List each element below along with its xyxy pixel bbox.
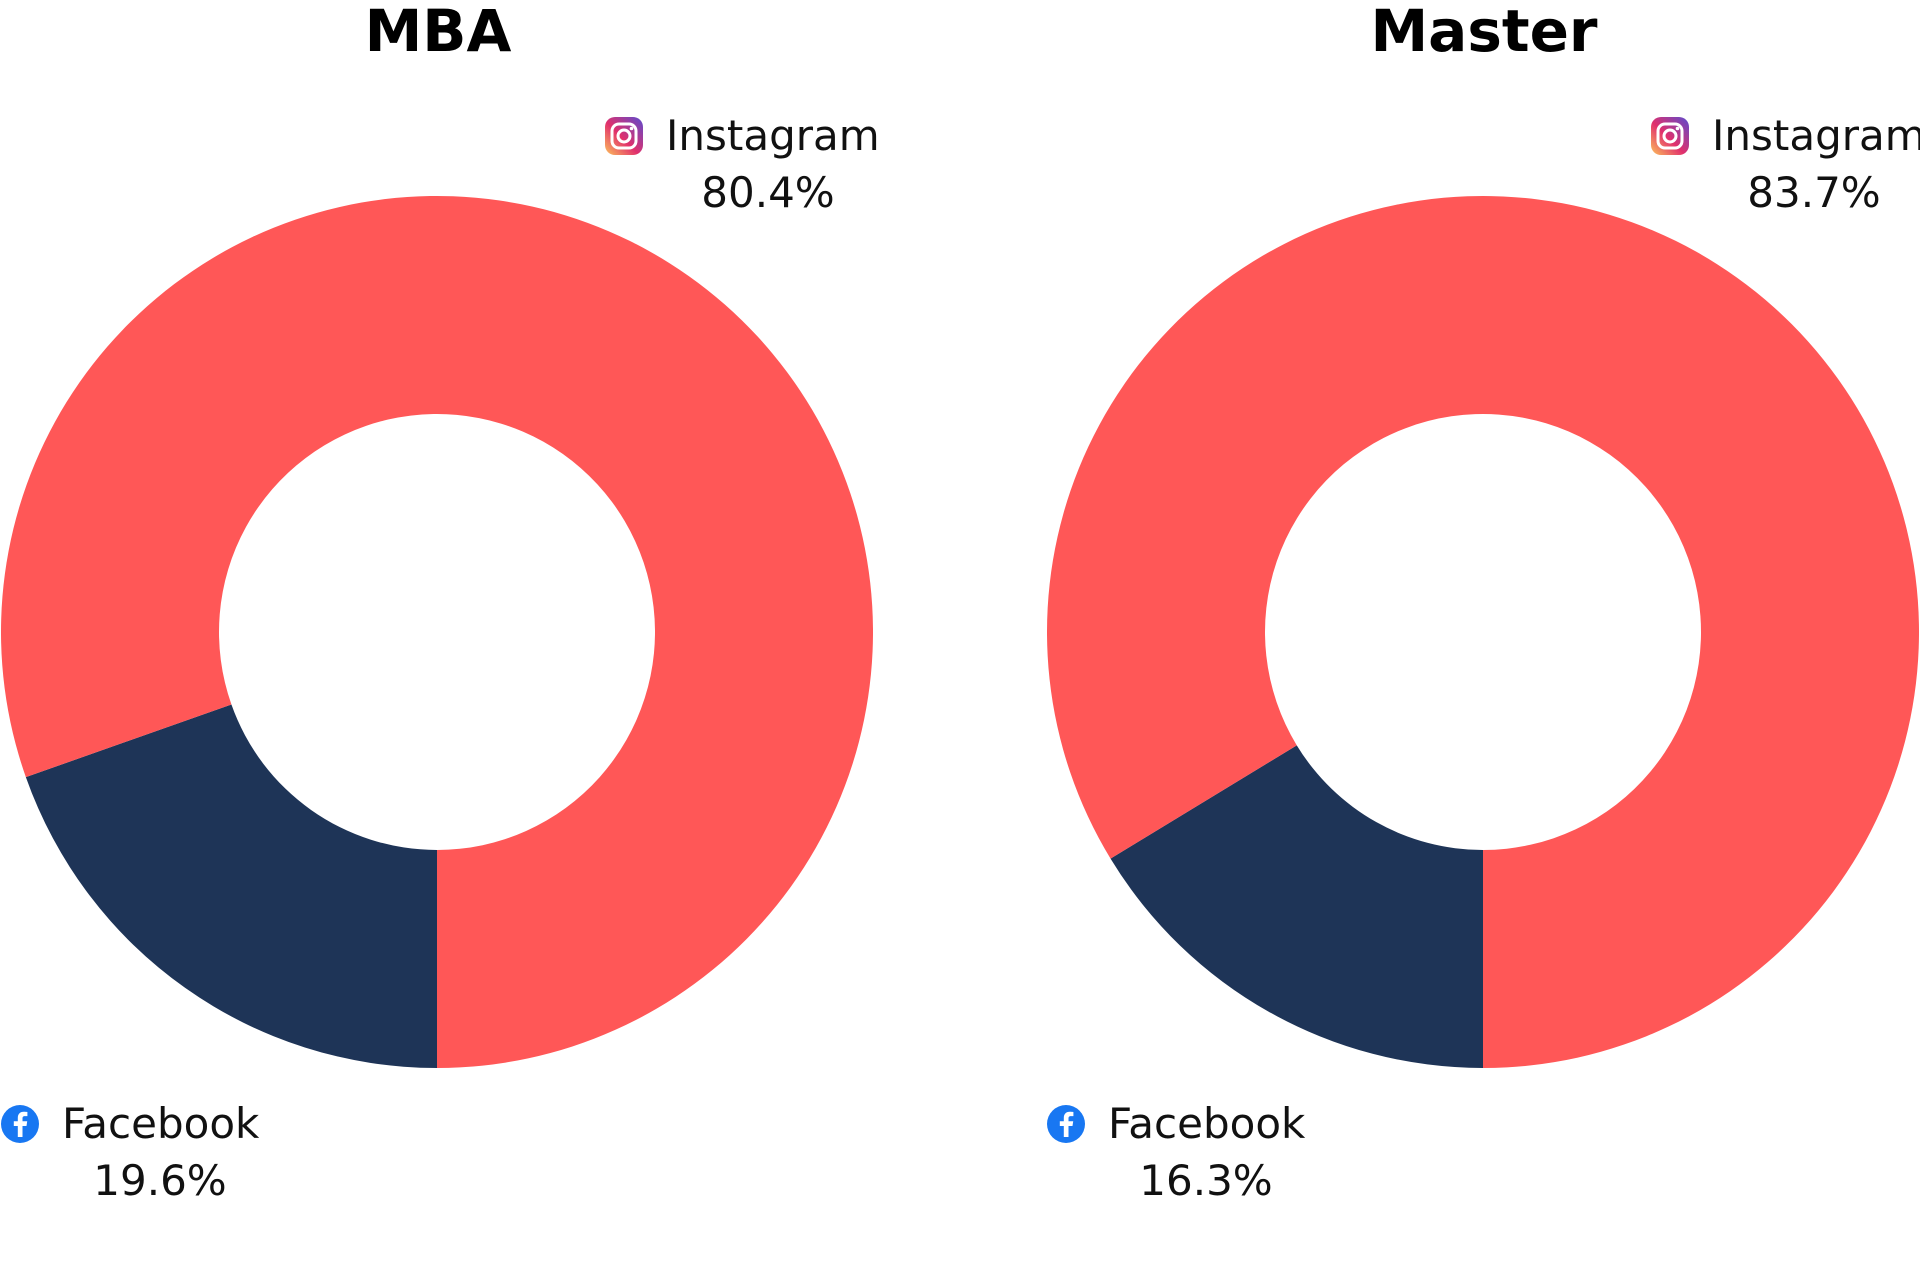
chart-title-master: Master [1370,0,1598,65]
slice-instagram-mba [1,195,874,1069]
value-label-instagram-mba: 80.4% [701,168,835,217]
legend-label-instagram-mba: Instagram [666,111,880,160]
slice-facebook-master [1110,745,1483,1068]
legend-label-facebook-master: Facebook [1108,1099,1306,1148]
legend-label-facebook-mba: Facebook [62,1099,260,1148]
facebook-icon [1046,1104,1086,1144]
legend-instagram-master: Instagram [1650,108,1920,160]
value-label-facebook-mba: 19.6% [93,1156,227,1205]
instagram-icon [1650,116,1690,156]
instagram-icon [604,116,644,156]
legend-instagram-mba: Instagram [604,108,880,160]
slice-facebook-mba [25,704,437,1068]
facebook-icon [0,1104,40,1144]
slice-instagram-master [1047,195,1919,1068]
chart-title-mba: MBA [364,0,512,65]
value-label-facebook-master: 16.3% [1139,1156,1273,1205]
legend-facebook-mba: Facebook [0,1096,259,1148]
legend-label-instagram-master: Instagram [1712,111,1920,160]
legend-facebook-master: Facebook [1046,1096,1305,1148]
value-label-instagram-master: 83.7% [1747,168,1881,217]
